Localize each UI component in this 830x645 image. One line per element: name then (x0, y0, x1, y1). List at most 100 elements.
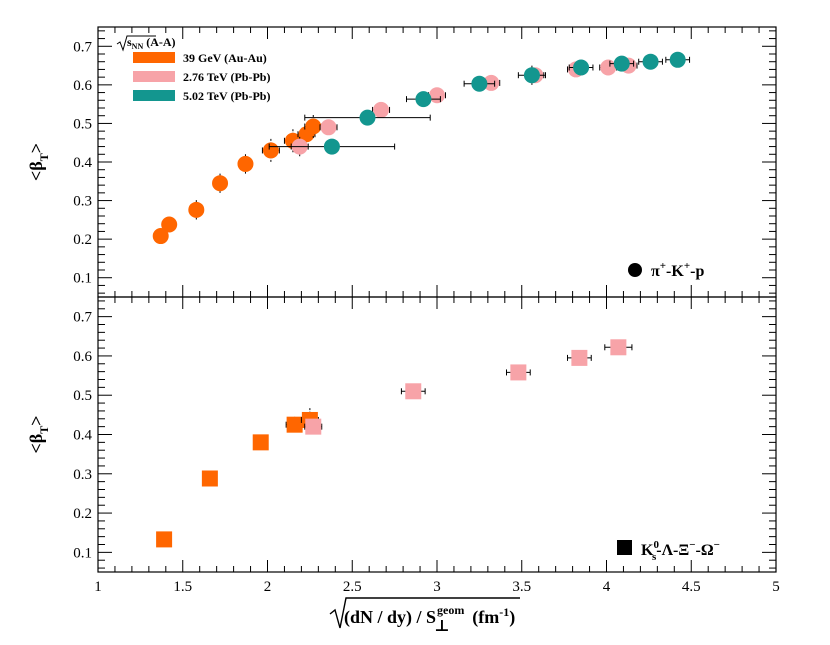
y-tick-label: 0.7 (73, 310, 92, 326)
x-axis: 1 1.5 2 2.5 3 3.5 4 4.5 5 (94, 579, 780, 595)
y-label-close: > (26, 415, 46, 425)
x-tick-label: 2.5 (343, 579, 362, 595)
panel-top-particle-label: π+-K+-pπ+-K+-p (628, 260, 704, 280)
data-point (610, 339, 627, 356)
data-point (188, 201, 205, 218)
x-tick-label: 2 (264, 579, 272, 595)
legend-swatch (133, 90, 175, 101)
data-point (305, 118, 322, 135)
series-5-02-tev-pb-pb- (268, 51, 691, 155)
y-tick-label: 0.7 (73, 39, 92, 55)
legend-radical (116, 35, 156, 52)
data-point (359, 109, 376, 126)
data-point (212, 175, 229, 192)
x-title-unit-close: ) (509, 607, 515, 628)
y-label-main: <β (26, 434, 46, 454)
data-point (483, 74, 500, 91)
y-label-sub: T (37, 426, 51, 434)
x-tick-label: 3 (433, 579, 441, 595)
legend-swatch (133, 52, 175, 63)
data-point (510, 364, 527, 381)
legend-header: sNN (A-A)√sNN (A-A) (127, 35, 176, 51)
data-point (373, 101, 390, 118)
lbl-sub: s (652, 551, 657, 563)
series-39-gev-au-au- (156, 408, 319, 548)
radical-sign (329, 597, 520, 629)
data-point (642, 53, 659, 70)
y-label-close: > (26, 143, 46, 153)
data-point (523, 67, 540, 84)
panel-bottom-y-axis-label: <βT> (26, 415, 51, 453)
data-point (415, 91, 432, 108)
label-marker (617, 540, 632, 555)
particle-label-text: K0 s-Λ-Ξ−-Ω−K0s-Λ-Ξ−-Ω− (641, 539, 720, 563)
x-tick-label: 5 (772, 579, 780, 595)
data-point (305, 418, 322, 435)
y-label-main: <β (26, 161, 46, 181)
lbl-sup: − (714, 539, 720, 551)
data-point (156, 531, 173, 548)
data-point (286, 416, 303, 433)
data-point (320, 119, 337, 136)
x-tick-label: 1.5 (173, 579, 192, 595)
y-label-sub: T (37, 153, 51, 161)
legend-swatch (133, 71, 175, 82)
x-tick-label: 1 (94, 579, 102, 595)
x-tick-label: 3.5 (512, 579, 531, 595)
panel-bottom-marks (156, 339, 633, 548)
y-tick-label: 0.4 (73, 155, 92, 171)
x-title-main: (dN / dy) / S (344, 607, 436, 628)
data-point (571, 349, 588, 366)
panel-top-marks (152, 51, 691, 245)
y-tick-label: 0.2 (73, 506, 92, 522)
lbl-k: -K (666, 263, 684, 280)
legend-header-sub: NN (132, 42, 144, 51)
lbl-p: -p (690, 263, 704, 280)
panel-top-frame (97, 26, 777, 298)
data-point (669, 51, 686, 68)
y-tick-label: 0.3 (73, 467, 92, 483)
y-tick-label: 0.2 (73, 232, 92, 248)
x-title-unit-sup: -1 (499, 605, 509, 619)
panel-bottom-frame (97, 296, 777, 573)
legend-header-s: s (127, 35, 132, 49)
y-tick-label: 0.3 (73, 194, 92, 210)
data-point (613, 55, 630, 72)
panel-bottom: 0.10.20.30.40.50.60.7 <βT> K0 s-Λ-Ξ−-Ω−K0… (26, 296, 777, 573)
data-point (429, 87, 445, 104)
x-tick-label: 4 (603, 579, 611, 595)
legend-header-tail: (A-A) (143, 35, 175, 49)
series-39-gev-au-au- (152, 114, 323, 245)
legend: sNN (A-A)√sNN (A-A) 39 GeV (Au-Au) 2.76 Te… (116, 35, 270, 103)
panel-top: 0.10.20.30.40.50.60.7 <βT> π+-K+-pπ+-K+-… (26, 26, 777, 298)
x-title-sub: ⊥ (434, 618, 449, 635)
panel-top-ticks: 0.1 0.2 0.3 0.4 0.5 0.6 0.7 (73, 27, 777, 297)
lbl-pi: π (651, 263, 660, 280)
particle-label-text: π+-K+-pπ+-K+-p (651, 260, 704, 280)
data-point (471, 75, 488, 92)
data-point (323, 138, 340, 155)
legend-entry-label: 5.02 TeV (Pb-Pb) (183, 89, 270, 103)
lbl-sup: + (660, 260, 666, 272)
data-point (152, 228, 169, 245)
y-tick-label: 0.1 (73, 545, 92, 561)
y-tick-label: 0.6 (73, 78, 92, 94)
lbl-omega: -Ω (695, 542, 713, 559)
x-title-sup: geom (437, 603, 464, 617)
lbl-k: K (641, 542, 654, 559)
data-point (573, 59, 590, 76)
label-marker (628, 263, 642, 277)
x-axis-title: (dN / dy) / Sgeom ⊥ (fm-1)√((dN / dy) / S… (329, 597, 520, 635)
legend-entry-label: 2.76 TeV (Pb-Pb) (183, 70, 270, 84)
y-tick-label: 0.6 (73, 349, 92, 365)
x-axis-title-text: (dN / dy) / Sgeom ⊥ (fm-1)√((dN / dy) / S… (344, 603, 515, 635)
lbl-sup: − (689, 539, 695, 551)
y-tick-label: 0.5 (73, 388, 92, 404)
y-tick-label: 0.5 (73, 116, 92, 132)
legend-entry-label: 39 GeV (Au-Au) (183, 51, 267, 65)
lbl-lambda-xi: -Λ-Ξ (656, 542, 689, 559)
x-title-unit: (fm (468, 607, 499, 628)
data-point (252, 434, 269, 451)
series-2-76-tev-pb-pb- (304, 339, 633, 435)
